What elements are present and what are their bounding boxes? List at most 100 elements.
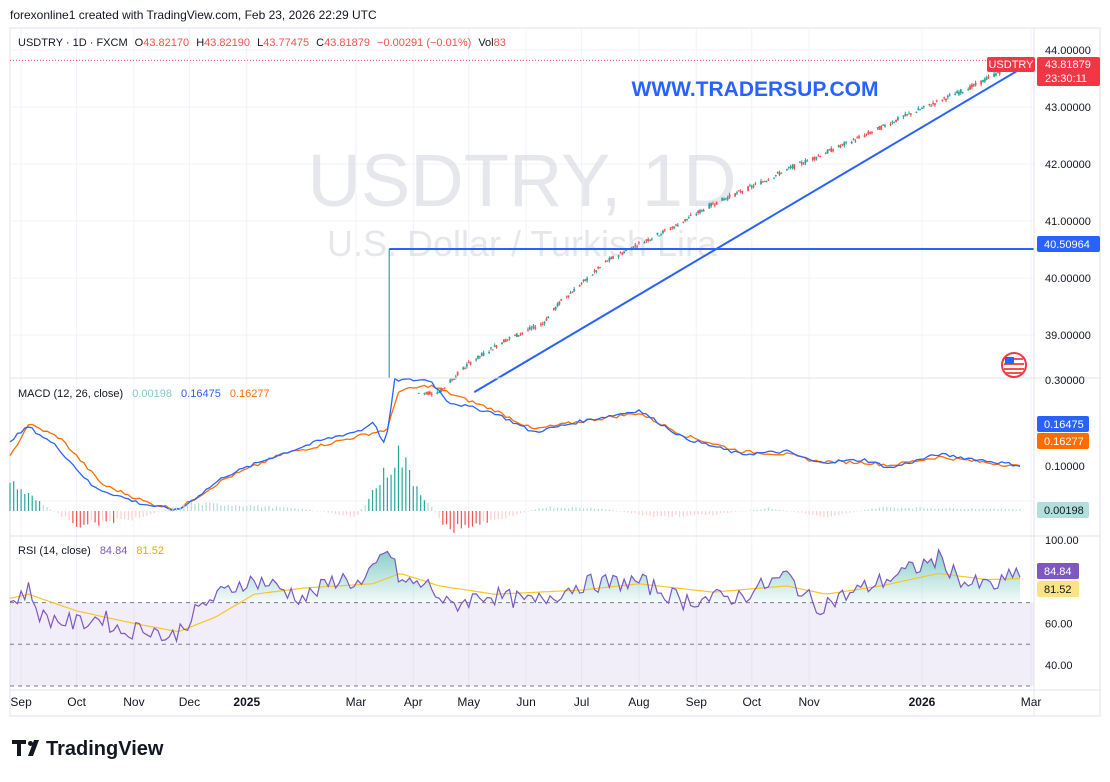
legend-h-value: 43.82190: [204, 37, 250, 49]
candle-body: [558, 301, 561, 305]
candle-body: [749, 185, 751, 187]
macd-histogram-bar: [124, 511, 126, 520]
y-tick-label: 41.00000: [1045, 216, 1091, 228]
rsi-ma-tag: 81.52: [1044, 584, 1072, 596]
macd-histogram-bar: [871, 508, 873, 511]
candle-body: [778, 172, 781, 175]
candle-body: [560, 299, 563, 301]
candle-body: [586, 277, 589, 281]
macd-series[interactable]: [9, 377, 1021, 533]
macd-histogram-bar: [523, 511, 525, 513]
macd-histogram-bar: [804, 511, 807, 514]
candle-body: [987, 76, 990, 78]
macd-histogram-bar: [212, 503, 215, 511]
rsi-label[interactable]: RSI (14, close): [18, 545, 91, 557]
macd-histogram-bar: [186, 504, 189, 511]
macd-histogram-bar: [889, 507, 892, 511]
watermark-subtitle: U.S. Dollar / Turkish Lira: [327, 223, 718, 264]
macd-histogram-bar: [908, 508, 910, 511]
macd-histogram-bar: [971, 508, 973, 511]
candle-body: [427, 392, 429, 395]
macd-histogram-bar: [579, 507, 581, 511]
macd-histogram-bar: [131, 511, 133, 521]
macd-histogram-bar: [823, 511, 825, 518]
price-series[interactable]: [10, 58, 1034, 397]
macd-histogram-bar: [986, 509, 988, 511]
candle-body: [974, 82, 977, 86]
macd-histogram-bar: [545, 507, 548, 511]
watermark-title: USDTRY, 1D: [307, 139, 736, 222]
candle-body: [867, 131, 870, 135]
macd-histogram-bar: [371, 490, 374, 511]
macd-histogram-bar: [42, 504, 44, 511]
us-flag-icon[interactable]: [1001, 352, 1027, 378]
macd-histogram-bar: [808, 511, 810, 515]
candle-body: [876, 127, 879, 129]
macd-histogram-bar: [664, 511, 666, 516]
macd-histogram-bar: [923, 508, 925, 511]
macd-label[interactable]: MACD (12, 26, close): [18, 388, 123, 400]
rsi-ma-tag-bg: [1037, 581, 1079, 597]
candle-body: [919, 109, 922, 111]
macd-histogram-bar: [120, 511, 122, 520]
macd-histogram-bar: [242, 506, 244, 511]
macd-histogram-bar: [157, 511, 159, 513]
rsi-series[interactable]: [9, 548, 1021, 644]
macd-histogram-bar: [771, 509, 773, 511]
rsi-ma-legend-value: 81.52: [136, 545, 164, 557]
macd-line: [9, 377, 1021, 512]
candle-body: [780, 172, 783, 174]
macd-histogram-bar: [161, 511, 163, 512]
candle-body: [932, 102, 934, 104]
macd-histogram-bar: [797, 511, 799, 513]
candle-body: [811, 157, 814, 160]
candle-body: [891, 121, 894, 124]
macd-histogram-bar: [623, 511, 625, 512]
candle-body: [813, 156, 816, 160]
tradingview-logo[interactable]: TradingView: [12, 738, 164, 760]
candle-body: [477, 355, 479, 359]
macd-histogram-bar: [775, 509, 777, 511]
macd-histogram-bar: [549, 506, 551, 511]
candle-body: [453, 379, 455, 381]
macd-histogram-bar: [767, 507, 770, 511]
candle-body: [980, 80, 983, 85]
macd-histogram-bar: [46, 506, 48, 511]
candle-body: [945, 98, 947, 101]
macd-histogram-bar: [35, 500, 37, 511]
rsi-line: [9, 548, 1021, 644]
macd-histogram-bar: [527, 511, 529, 512]
macd-histogram-bar: [61, 511, 63, 518]
candle-body: [517, 335, 520, 337]
x-tick-label: Apr: [404, 695, 423, 709]
candle-body: [623, 251, 626, 254]
candle-body: [747, 186, 749, 191]
legend-symbol[interactable]: USDTRY · 1D · FXCM: [18, 37, 128, 49]
macd-histogram-bar: [841, 511, 844, 514]
macd-histogram-bar: [634, 511, 636, 514]
candle-body: [423, 392, 426, 394]
candle-body: [543, 322, 546, 324]
candle-body: [961, 91, 964, 93]
macd-histogram-bar: [442, 511, 444, 525]
macd-histogram-bar: [79, 511, 81, 528]
macd-histogram-bar: [704, 511, 707, 515]
candle-body: [712, 203, 714, 205]
macd-histogram-bar: [849, 511, 851, 513]
macd-histogram-bar: [490, 511, 492, 520]
macd-histogram-bar: [568, 508, 570, 511]
macd-histogram-bar: [164, 510, 166, 511]
candle-body: [909, 113, 912, 115]
macd-histogram-bar: [660, 511, 662, 517]
candle-body: [863, 135, 866, 137]
candle-body: [495, 345, 498, 348]
macd-histogram-bar: [301, 508, 303, 511]
rsi-tag: 84.84: [1044, 566, 1072, 578]
macd-histogram-bar: [538, 508, 540, 511]
candle-body: [488, 351, 491, 353]
macd-histogram-bar: [686, 511, 688, 516]
candle-body: [895, 119, 897, 122]
macd-histogram-bar: [963, 508, 966, 511]
legend-c-label: C: [316, 37, 324, 49]
